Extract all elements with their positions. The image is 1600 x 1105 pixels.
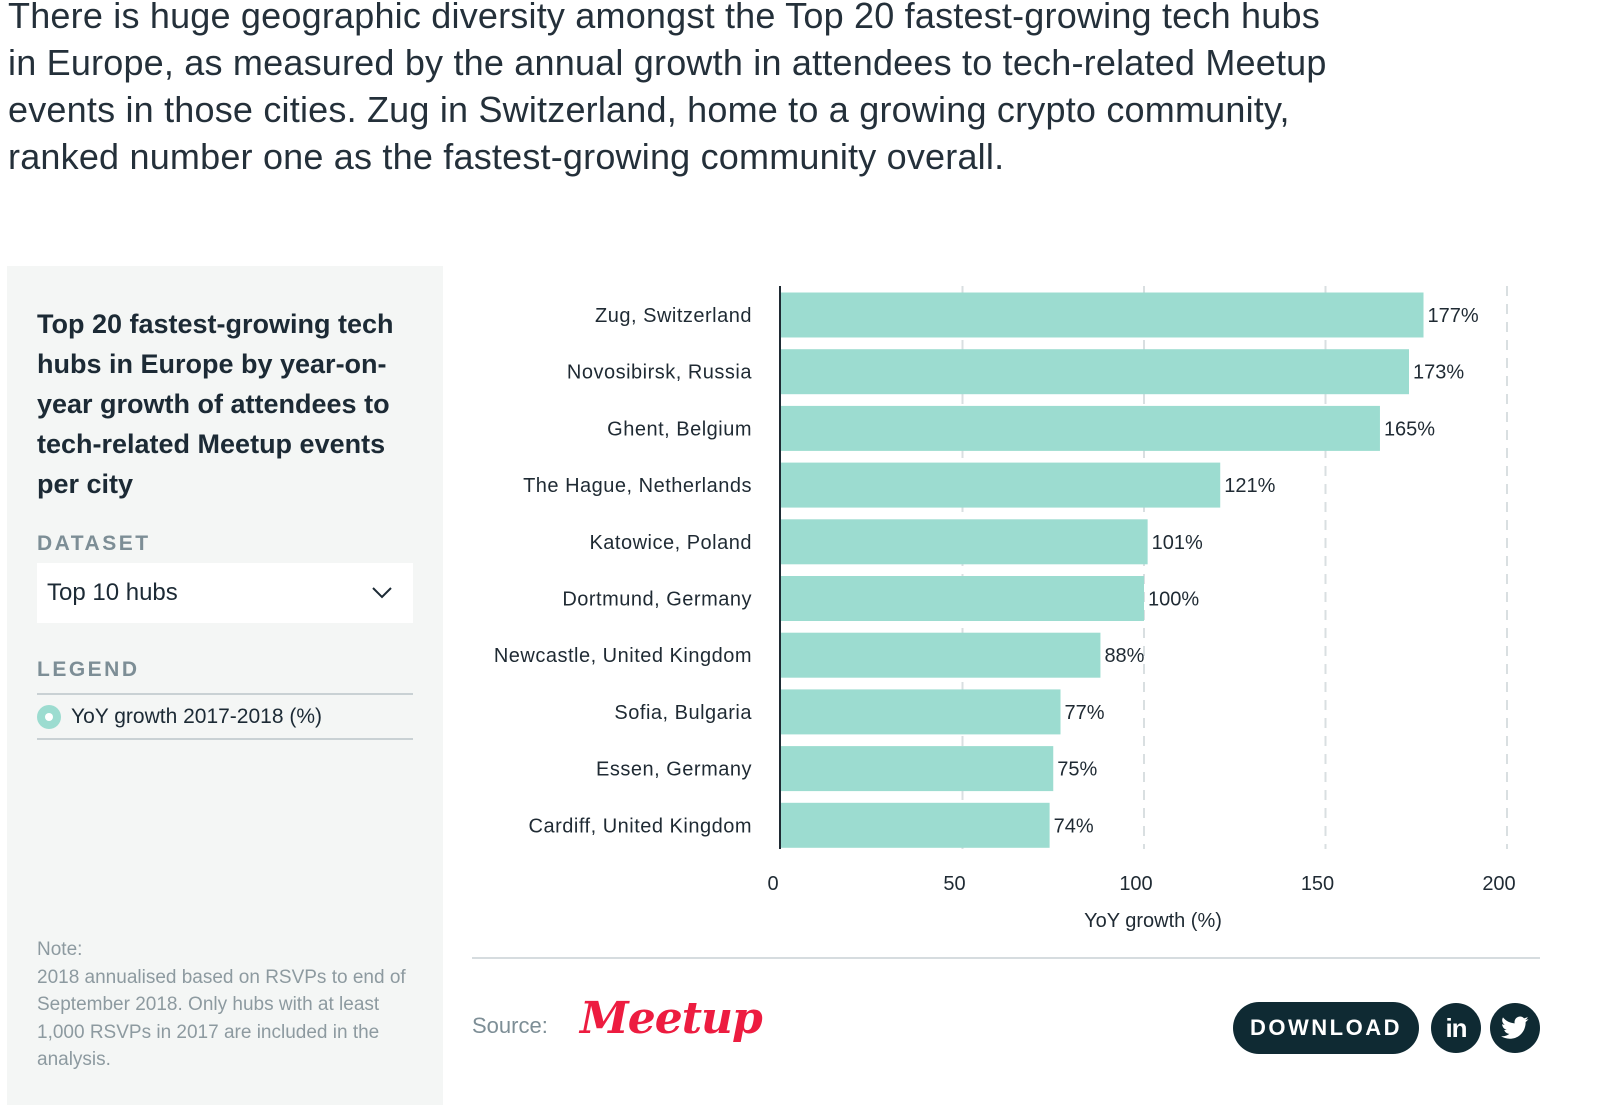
x-tick-label: 100 — [1119, 873, 1152, 895]
dataset-select-value: Top 10 hubs — [47, 579, 178, 606]
chart-sidebar: Top 20 fastest-growing tech hubs in Euro… — [7, 266, 443, 1105]
bar — [781, 519, 1148, 565]
category-label: The Hague, Netherlands — [523, 475, 752, 497]
x-tick-label: 0 — [767, 873, 778, 895]
bar-chart: Zug, Switzerland 177% Novosibirsk, Russia 1… — [494, 286, 1516, 932]
legend-swatch-icon — [37, 705, 61, 729]
data-label: 173% — [1413, 362, 1464, 384]
bar — [781, 349, 1409, 395]
chevron-down-icon — [372, 587, 392, 599]
category-label: Newcastle, United Kingdom — [494, 645, 752, 667]
bar — [781, 292, 1424, 338]
bar — [781, 462, 1221, 508]
data-label: 100% — [1148, 589, 1199, 611]
linkedin-share-button[interactable]: in — [1431, 1003, 1481, 1053]
twitter-share-button[interactable] — [1490, 1003, 1540, 1053]
twitter-icon — [1501, 1016, 1529, 1039]
legend-divider-top — [37, 693, 413, 695]
data-label: 177% — [1428, 305, 1479, 327]
x-axis-label: YoY growth (%) — [1084, 910, 1222, 932]
legend-label: LEGEND — [37, 658, 140, 681]
x-tick-label: 150 — [1301, 873, 1334, 895]
bar — [781, 746, 1054, 792]
bar — [781, 802, 1050, 848]
category-label: Zug, Switzerland — [595, 305, 752, 327]
bar — [781, 632, 1101, 678]
footer-divider — [472, 957, 1540, 959]
data-label: 121% — [1224, 475, 1275, 497]
bar — [781, 576, 1144, 621]
chart-note: Note: 2018 annualised based on RSVPs to … — [37, 939, 406, 1070]
data-label: 165% — [1384, 418, 1435, 440]
chart-title: Top 20 fastest-growing tech hubs in Euro… — [37, 309, 394, 499]
category-label: Sofia, Bulgaria — [614, 702, 752, 724]
category-label: Dortmund, Germany — [562, 589, 752, 611]
data-label: 75% — [1057, 759, 1097, 781]
bar — [781, 689, 1061, 735]
source-label: Source: — [472, 1013, 548, 1038]
download-button[interactable]: DOWNLOAD — [1233, 1002, 1419, 1054]
legend-divider-bottom — [37, 738, 413, 740]
category-label: Katowice, Poland — [589, 532, 752, 554]
category-label: Novosibirsk, Russia — [567, 362, 752, 384]
dataset-label: DATASET — [37, 532, 151, 555]
data-label: 74% — [1054, 815, 1094, 837]
legend-item: YoY growth 2017-2018 (%) — [37, 698, 322, 736]
data-label: 77% — [1065, 702, 1105, 724]
intro-paragraph: There is huge geographic diversity among… — [8, 0, 1327, 177]
category-label: Cardiff, United Kingdom — [529, 815, 752, 837]
x-tick-label: 200 — [1482, 873, 1515, 895]
linkedin-icon: in — [1445, 1012, 1467, 1043]
dataset-select[interactable]: Top 10 hubs — [37, 563, 413, 623]
legend-item-label: YoY growth 2017-2018 (%) — [71, 705, 323, 728]
x-tick-label: 50 — [943, 873, 965, 895]
category-label: Essen, Germany — [596, 759, 752, 781]
data-label: 101% — [1152, 532, 1203, 554]
meetup-logo[interactable]: Meetup — [580, 993, 763, 1044]
data-label: 88% — [1104, 645, 1144, 667]
bar — [781, 405, 1380, 451]
category-label: Ghent, Belgium — [607, 418, 752, 440]
